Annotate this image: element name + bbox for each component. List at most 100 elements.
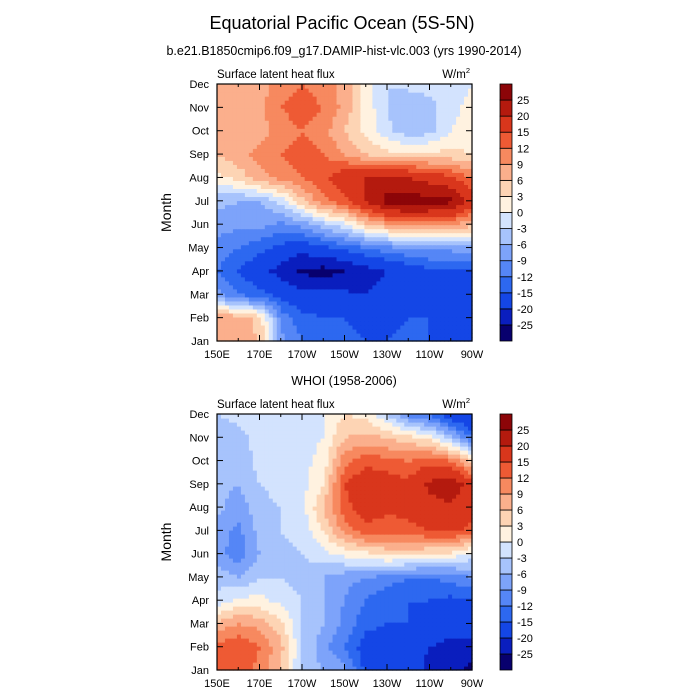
heatmap-cell (244, 304, 250, 310)
heatmap-cell (232, 180, 238, 185)
heatmap-cell (280, 188, 286, 194)
heatmap-cell (328, 188, 334, 194)
heatmap-cell (416, 284, 421, 290)
heatmap-cell (217, 160, 222, 165)
heatmap-cell (452, 328, 457, 334)
heatmap-cell (336, 626, 342, 631)
heatmap-cell (316, 224, 322, 230)
heatmap-cell (316, 300, 322, 306)
heatmap-cell (456, 658, 461, 663)
heatmap-cell (352, 646, 358, 651)
heatmap-cell (304, 658, 310, 663)
heatmap-cell (320, 284, 326, 290)
heatmap-cell (360, 324, 366, 330)
heatmap-cell (440, 308, 445, 314)
heatmap-cell (228, 148, 234, 153)
heatmap-cell (308, 88, 314, 93)
heatmap-cell (344, 240, 350, 246)
heatmap-cell (460, 646, 465, 651)
heatmap-cell (268, 120, 274, 125)
heatmap-cell (252, 292, 258, 298)
heatmap-cell (308, 292, 314, 298)
heatmap-cell (240, 140, 246, 145)
heatmap-cell (408, 248, 413, 254)
heatmap-cell (368, 220, 373, 226)
heatmap-cell (300, 630, 306, 635)
heatmap-cell (436, 276, 441, 282)
heatmap-cell (264, 634, 270, 639)
heatmap-cell (464, 280, 469, 286)
heatmap-cell (228, 260, 234, 266)
heatmap-cell (217, 328, 222, 334)
heatmap-cell (436, 296, 441, 302)
heatmap-cell (220, 630, 226, 635)
heatmap-cell (436, 320, 441, 326)
heatmap-cell (420, 328, 425, 334)
heatmap-cell (308, 224, 314, 230)
heatmap-cell (344, 280, 350, 286)
heatmap-cell (400, 244, 405, 250)
heatmap-cell (380, 192, 385, 198)
heatmap-cell (284, 658, 290, 663)
heatmap-cell (236, 172, 242, 177)
heatmap-cell (420, 654, 425, 659)
heatmap-cell (392, 308, 397, 314)
heatmap-cell (228, 622, 234, 627)
heatmap-cell (428, 260, 433, 266)
heatmap-cell (360, 300, 366, 306)
heatmap-cell (276, 152, 282, 157)
colorbar-label: 15 (517, 127, 529, 139)
heatmap-cell (432, 244, 437, 250)
heatmap-cell (224, 188, 230, 194)
heatmap-cell (217, 240, 222, 246)
heatmap-cell (268, 152, 274, 157)
heatmap-cell (220, 220, 226, 226)
heatmap-cell (440, 164, 445, 169)
heatmap-cell (220, 232, 226, 238)
heatmap-cell (256, 316, 262, 322)
heatmap-cell (248, 116, 254, 121)
heatmap-cell (344, 196, 350, 202)
heatmap-cell (217, 658, 222, 663)
heatmap-cell (220, 336, 226, 342)
heatmap-cell (436, 634, 441, 639)
heatmap-cell (384, 260, 389, 266)
heatmap-cell (224, 156, 230, 161)
heatmap-cell (316, 666, 322, 671)
heatmap-cell (300, 638, 306, 643)
heatmap-cell (276, 280, 282, 286)
heatmap-cell (376, 292, 381, 298)
heatmap-cell (428, 324, 433, 330)
heatmap-cell (340, 276, 346, 282)
heatmap-cell (308, 240, 314, 246)
heatmap-cell (388, 634, 393, 639)
heatmap-cell (300, 276, 306, 282)
heatmap-cell (388, 200, 393, 206)
heatmap-cell (428, 232, 433, 238)
heatmap-cell (252, 654, 258, 659)
heatmap-cell (392, 112, 397, 117)
heatmap-cell (312, 622, 318, 627)
heatmap-cell (312, 308, 318, 314)
heatmap-cell (260, 328, 266, 334)
heatmap-cell (376, 116, 381, 121)
heatmap-cell (368, 244, 373, 250)
heatmap-cell (284, 654, 290, 659)
heatmap-cell (468, 284, 473, 290)
heatmap-cell (436, 128, 441, 133)
heatmap-cell (224, 300, 230, 306)
heatmap-cell (428, 180, 433, 185)
heatmap-cell (376, 100, 381, 105)
heatmap-cell (428, 296, 433, 302)
heatmap-cell (300, 180, 306, 185)
x-tick-label: 130W (373, 349, 402, 361)
heatmap-cell (372, 228, 377, 234)
heatmap-cell (416, 224, 421, 230)
heatmap-cell (217, 236, 222, 242)
heatmap-cell (440, 630, 445, 635)
heatmap-cell (228, 112, 234, 117)
heatmap-cell (456, 124, 461, 129)
heatmap-cell (420, 272, 425, 278)
heatmap-cell (280, 132, 286, 137)
heatmap-cell (232, 112, 238, 117)
